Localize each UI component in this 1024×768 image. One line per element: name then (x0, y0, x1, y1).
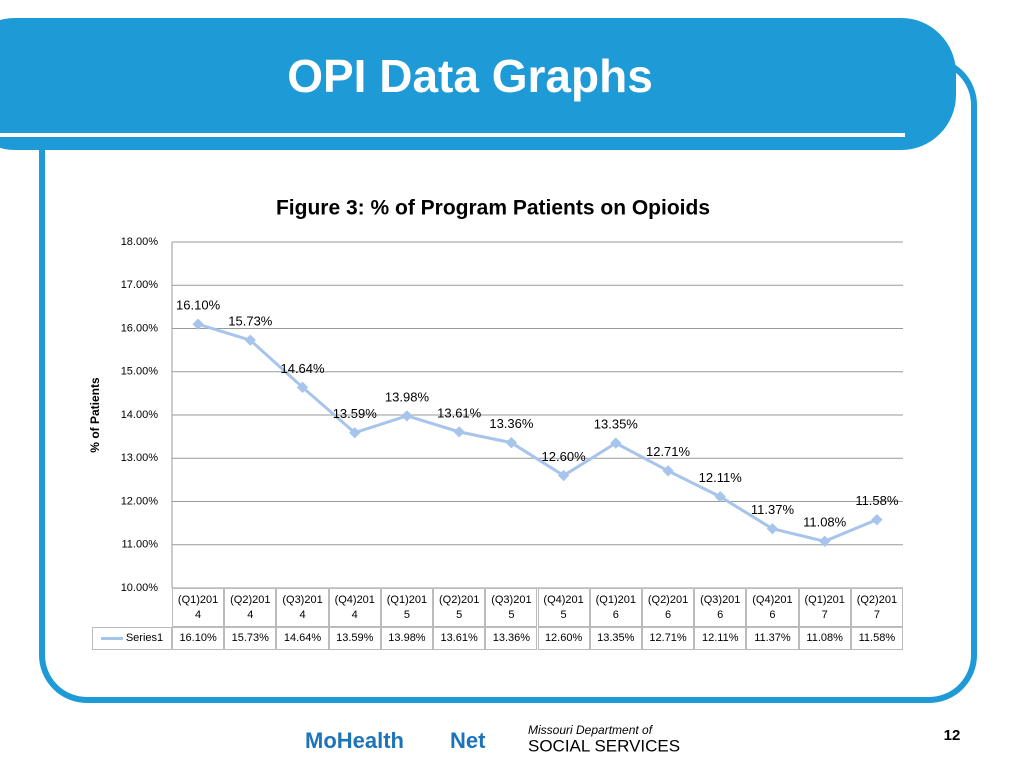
legend-entry: Series1 (92, 627, 172, 650)
data-label: 12.71% (646, 444, 691, 459)
table-value: 12.60% (537, 627, 590, 650)
table-value: 16.10% (172, 627, 225, 650)
logo-text: MoHealth (305, 728, 404, 753)
x-tick-label: (Q1)2017 (798, 588, 851, 627)
table-value: 11.08% (798, 627, 851, 650)
data-label: 13.59% (333, 406, 378, 421)
point (505, 437, 518, 449)
y-tick-label: 18.00% (121, 236, 159, 248)
data-label: 13.36% (489, 416, 534, 431)
header-band (0, 18, 956, 150)
x-tick-label: (Q3)2016 (694, 588, 747, 627)
x-tick-label: (Q2)2017 (850, 588, 903, 627)
data-label: 14.64% (280, 361, 325, 376)
table-value: 14.64% (276, 627, 329, 650)
data-label: 13.98% (385, 389, 430, 404)
table-value: 11.58% (850, 627, 903, 650)
x-tick-label: (Q1)2014 (172, 588, 225, 627)
logo-text: Net (450, 728, 486, 753)
y-tick-label: 10.00% (121, 582, 159, 594)
point (557, 469, 570, 482)
table-value: 13.59% (328, 627, 381, 650)
slide-title: OPI Data Graphs (287, 50, 653, 102)
table-value: 13.61% (433, 627, 486, 650)
chart-title: Figure 3: % of Program Patients on Opioi… (276, 197, 710, 220)
data-label: 13.61% (437, 405, 482, 420)
point (453, 426, 465, 438)
table-value: 12.71% (641, 627, 695, 650)
point (244, 334, 256, 346)
logo-text: SOCIAL SERVICES (528, 736, 680, 755)
y-axis-label: % of Patients (88, 377, 102, 453)
data-label: 16.10% (176, 298, 221, 313)
y-tick-label: 13.00% (121, 452, 159, 464)
point (819, 535, 831, 547)
data-label: 13.35% (594, 417, 639, 432)
x-tick-label: (Q1)2016 (589, 588, 642, 627)
point (662, 465, 674, 477)
data-label: 15.73% (228, 314, 273, 329)
table-value: 11.37% (746, 627, 799, 650)
x-tick-label: (Q2)2016 (641, 588, 695, 627)
series-line (197, 322, 878, 543)
table-value: 13.98% (380, 627, 434, 650)
table-value: 15.73% (224, 627, 277, 650)
y-tick-label: 16.00% (121, 322, 159, 334)
point (871, 514, 883, 526)
x-tick-label: (Q3)2015 (485, 588, 538, 627)
y-tick-label: 17.00% (121, 279, 159, 291)
point (296, 381, 309, 393)
x-tick-label: (Q1)2015 (380, 588, 434, 627)
x-tick-label: (Q4)2015 (537, 588, 590, 627)
point (714, 491, 726, 503)
x-tick-label: (Q3)2014 (276, 588, 329, 627)
logo-text: Missouri Department of (528, 723, 654, 737)
page-number: 12 (944, 727, 961, 744)
data-label: 12.60% (542, 449, 587, 464)
point (610, 437, 622, 449)
x-tick-label: (Q4)2014 (328, 588, 381, 627)
data-label: 11.08% (803, 515, 847, 530)
y-tick-label: 14.00% (121, 409, 159, 421)
legend-label: Series1 (125, 632, 164, 644)
data-label: 11.58% (855, 493, 899, 508)
y-tick-label: 11.00% (122, 539, 159, 551)
point (401, 410, 413, 422)
x-tick-label: (Q2)2014 (224, 588, 277, 627)
table-value: 13.36% (485, 627, 538, 650)
y-tick-label: 12.00% (121, 495, 159, 507)
x-tick-label: (Q2)2015 (433, 588, 486, 627)
table-value: 12.11% (694, 627, 747, 650)
data-label: 12.11% (699, 470, 743, 485)
table-value: 13.35% (589, 627, 642, 650)
y-tick-label: 15.00% (121, 366, 159, 378)
x-tick-label: (Q4)2016 (746, 588, 799, 627)
point (349, 427, 361, 439)
point (192, 318, 204, 330)
point (766, 523, 779, 535)
data-label: 11.37% (751, 502, 795, 517)
legend-swatch (100, 637, 123, 640)
